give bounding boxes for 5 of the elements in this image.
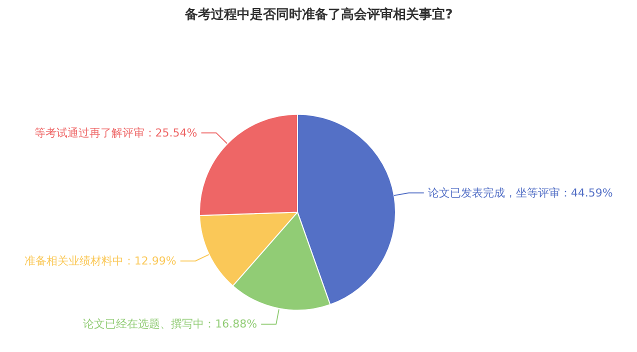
slice-label: 等考试通过再了解评审：25.54% [34,126,198,140]
slice-label: 准备相关业绩材料中：12.99% [24,254,176,268]
slice-label: 论文已发表完成，坐等评审：44.59% [428,186,613,200]
slice-label: 论文已经在选题、撰写中：16.88% [83,318,258,331]
chart-title: 备考过程中是否同时准备了高会评审相关事宜? [184,6,453,22]
